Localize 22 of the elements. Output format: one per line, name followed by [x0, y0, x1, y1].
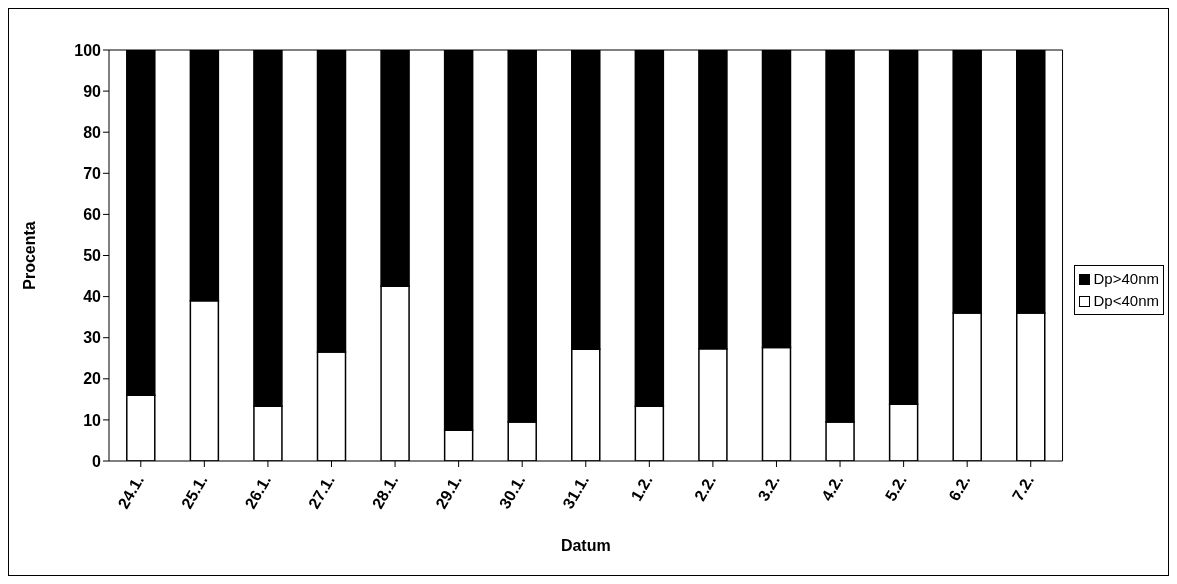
legend-label: Dp<40nm — [1093, 291, 1159, 311]
y-tick-label: 10 — [83, 411, 102, 429]
y-tick-label: 60 — [83, 206, 102, 224]
y-tick-label: 100 — [74, 41, 102, 59]
y-tick-label: 20 — [83, 370, 102, 388]
x-tick-label: 7.2. — [1008, 472, 1038, 504]
x-tick-label: 2.2. — [691, 472, 720, 504]
x-tick-label: 3.2. — [754, 472, 783, 504]
x-tick-label: 6.2. — [945, 472, 974, 504]
y-tick-label: 80 — [83, 123, 102, 141]
x-tick-label: 1.2. — [627, 472, 656, 504]
y-tick-label: 40 — [83, 288, 102, 306]
y-tick-label: 90 — [83, 82, 102, 100]
legend-label: Dp>40nm — [1093, 269, 1159, 289]
y-tick-label: 30 — [83, 329, 102, 347]
x-tick-label: 4.2. — [818, 472, 847, 504]
y-axis-title: Procenta — [20, 221, 38, 290]
x-axis-title: Datum — [560, 537, 611, 554]
x-tick-label: 5.2. — [881, 472, 910, 504]
y-tick-label: 0 — [92, 452, 102, 470]
y-tick-label: 50 — [83, 247, 102, 265]
y-tick-label: 70 — [83, 164, 102, 182]
